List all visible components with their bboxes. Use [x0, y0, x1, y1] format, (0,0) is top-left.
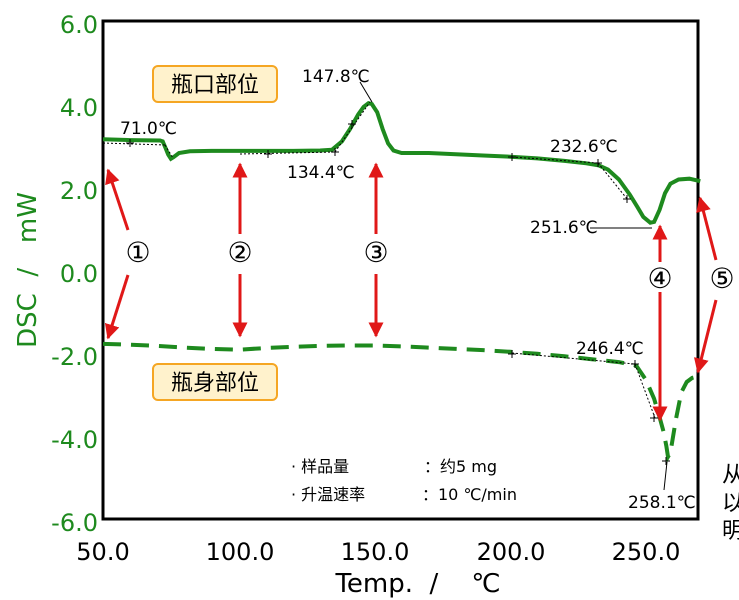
- x-tick-label: 150.0: [341, 538, 410, 566]
- marker-2: ②: [227, 236, 252, 269]
- annotation-peak-251: 251.6℃: [530, 218, 598, 238]
- marker-1: ①: [125, 236, 150, 269]
- note-sample-value: ：约5 mg: [424, 457, 497, 476]
- region-label-bottom: 瓶身部位: [153, 364, 277, 400]
- y-tick-label: 4.0: [60, 94, 98, 122]
- y-axis-title: DSC / mW: [13, 192, 43, 348]
- region-label-top-text: 瓶口部位: [171, 73, 259, 98]
- annotation-onset-71: 71.0℃: [120, 119, 177, 139]
- x-tick-labels: 50.0 100.0 150.0 200.0 250.0: [76, 538, 680, 566]
- region-label-bottom-text: 瓶身部位: [171, 371, 259, 396]
- y-tick-labels: 6.0 4.0 2.0 0.0 -2.0 -4.0 -6.0: [51, 11, 98, 537]
- x-tick-label: 200.0: [477, 538, 546, 566]
- y-tick-label: 6.0: [60, 11, 98, 39]
- marker-5: ⑤: [709, 262, 734, 295]
- annotation-onset-232: 232.6℃: [550, 137, 618, 157]
- marker-4: ④: [647, 262, 672, 295]
- y-tick-label: 2.0: [60, 177, 98, 205]
- x-tick-label: 250.0: [612, 538, 681, 566]
- side-text-2: 以: [722, 491, 739, 516]
- x-axis-title: Temp. / ℃: [334, 569, 500, 599]
- annotation-onset-246: 246.4℃: [576, 339, 644, 359]
- y-tick-label: -2.0: [51, 343, 98, 371]
- marker-3: ③: [363, 236, 388, 269]
- region-label-top: 瓶口部位: [153, 66, 277, 102]
- annotation-onset-134: 134.4℃: [287, 163, 355, 183]
- side-text-1: 从: [722, 463, 739, 488]
- y-tick-label: -6.0: [51, 509, 98, 537]
- x-tick-label: 100.0: [206, 538, 275, 566]
- side-text-3: 明: [722, 519, 739, 544]
- note-rate-label: · 升温速率: [291, 485, 365, 504]
- x-tick-label: 50.0: [76, 538, 129, 566]
- y-tick-label: 0.0: [60, 260, 98, 288]
- y-tick-label: -4.0: [51, 426, 98, 454]
- side-text: 从 以 明: [722, 463, 739, 544]
- annotation-peak-258: 258.1℃: [628, 493, 696, 513]
- note-sample-label: · 样品量: [291, 457, 349, 476]
- note-rate-value: ：10 ℃/min: [422, 485, 517, 504]
- annotation-peak-147: 147.8℃: [302, 67, 370, 87]
